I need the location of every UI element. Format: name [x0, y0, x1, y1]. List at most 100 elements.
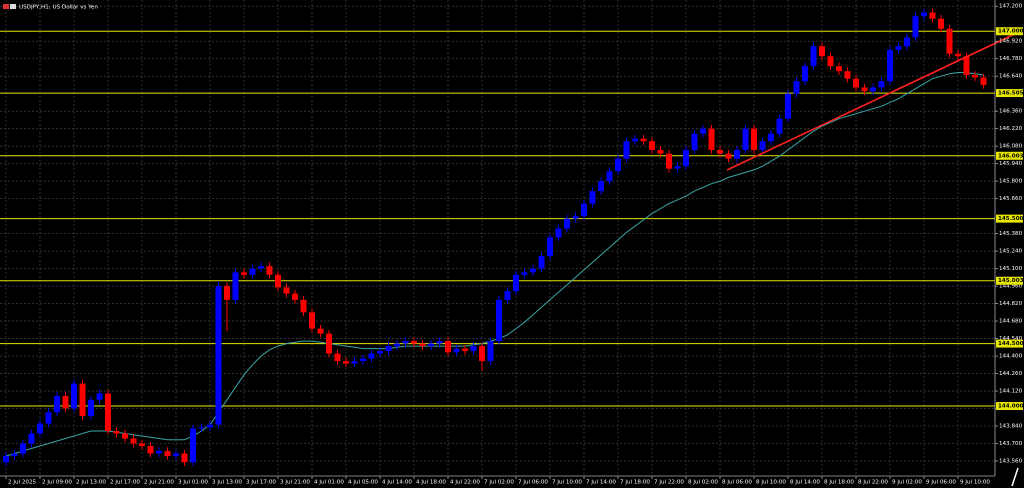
candle-body — [181, 453, 188, 463]
y-tick-label: 143.560 — [999, 459, 1023, 465]
candle-body — [946, 28, 953, 54]
candle-body — [3, 456, 9, 463]
level-tag — [996, 27, 1023, 36]
x-tick-label: 8 Jul 18:00 — [824, 480, 854, 486]
candle-body — [224, 286, 230, 300]
candle-body — [249, 268, 256, 275]
candle-body — [394, 343, 400, 347]
candle-body — [292, 293, 298, 300]
y-tick-label: 144.120 — [999, 389, 1023, 395]
candle-body — [632, 138, 638, 142]
y-tick-label: 146.220 — [999, 126, 1023, 132]
candle-body — [598, 181, 604, 192]
candle-body — [572, 216, 579, 219]
candle-body — [258, 266, 264, 269]
candle-body — [895, 46, 902, 50]
candle-body — [793, 81, 800, 94]
moving-average — [5, 72, 984, 457]
candle-body — [691, 133, 698, 150]
y-tick-label: 146.080 — [999, 144, 1023, 150]
y-tick-label: 144.680 — [999, 319, 1023, 325]
candle-body — [742, 128, 749, 150]
x-tick-label: 4 Jul 01:00 — [314, 480, 344, 486]
candle-body — [139, 443, 145, 447]
candle-body — [88, 399, 94, 417]
candle-body — [368, 353, 375, 359]
x-tick-label: 7 Jul 14:00 — [586, 480, 616, 486]
candle-body — [54, 396, 60, 413]
x-tick-label: 8 Jul 10:00 — [756, 480, 786, 486]
trend-line — [726, 31, 1020, 171]
y-tick-label: 143.840 — [999, 424, 1023, 430]
candle-body — [309, 312, 315, 329]
x-tick-label: 7 Jul 10:00 — [552, 480, 582, 486]
candle-body — [79, 383, 86, 417]
x-tick-label: 9 Jul 02:00 — [892, 480, 922, 486]
candle-body — [487, 341, 494, 362]
x-tick-label: 3 Jul 13:00 — [212, 480, 242, 486]
candle-body — [385, 346, 392, 352]
x-tick-label: 9 Jul 06:00 — [926, 480, 956, 486]
candle-body — [955, 53, 961, 57]
level-label: 144.500 — [998, 341, 1024, 347]
x-tick-label: 2 Jul 09:00 — [42, 480, 72, 486]
y-tick-label: 147.200 — [999, 4, 1023, 10]
level-label: 146.505 — [998, 91, 1024, 97]
candle-body — [513, 274, 519, 292]
y-tick-label: 145.240 — [999, 249, 1023, 255]
x-tick-label: 4 Jul 14:00 — [382, 480, 412, 486]
candle-body — [649, 141, 655, 150]
candle-body — [759, 141, 766, 150]
axis-labels: 147.200 146.920 146.780 146.640 146.360 146.2… — [5, 4, 1024, 486]
x-tick-label: 3 Jul 17:00 — [246, 480, 276, 486]
y-tick-label: 146.360 — [999, 109, 1023, 115]
candle-body — [343, 361, 349, 364]
candle-body — [37, 423, 43, 434]
levels — [0, 30, 995, 407]
candle-body — [275, 274, 281, 288]
candle-body — [207, 424, 213, 428]
level-tag — [996, 214, 1023, 223]
candle-body — [589, 191, 596, 204]
level-label: 146.003 — [998, 153, 1024, 159]
corner-icon — [1011, 467, 1019, 487]
candle-body — [326, 333, 332, 354]
x-tick-label: 8 Jul 22:00 — [858, 480, 888, 486]
candle-body — [734, 149, 740, 159]
candle-body — [929, 12, 936, 19]
candle-body — [402, 341, 409, 344]
candle-body — [751, 128, 757, 150]
candle-body — [360, 358, 366, 362]
x-tick-label: 9 Jul 10:00 — [960, 480, 990, 486]
candle-body — [861, 87, 868, 92]
candle-body — [555, 228, 562, 238]
flag-icon — [3, 4, 9, 9]
candle-body — [938, 18, 944, 29]
candle-body — [657, 149, 664, 154]
candles — [3, 8, 987, 467]
x-tick-label: 3 Jul 21:00 — [280, 480, 310, 486]
level-tag — [996, 402, 1023, 411]
candle-body — [615, 158, 621, 172]
candle-body — [980, 77, 987, 85]
level-label: 145.500 — [998, 216, 1024, 222]
level-tag — [996, 276, 1023, 285]
candle-body — [521, 272, 528, 275]
x-tick-label: 2 Jul 21:00 — [144, 480, 174, 486]
candle-body — [853, 78, 859, 88]
candle-body — [198, 427, 205, 429]
ma-line — [5, 72, 984, 457]
y-tick-label: 146.920 — [999, 39, 1023, 45]
y-tick-label: 144.960 — [999, 284, 1023, 290]
flag-icon — [10, 4, 16, 9]
candle-body — [547, 237, 553, 257]
candle-body — [453, 348, 460, 353]
candle-body — [827, 56, 834, 67]
y-tick-label: 144.540 — [999, 336, 1023, 342]
x-tick-label: 2 Jul 17:00 — [110, 480, 140, 486]
candle-body — [45, 412, 52, 424]
x-tick-label: 7 Jul 22:00 — [654, 480, 684, 486]
candle-body — [844, 71, 851, 79]
